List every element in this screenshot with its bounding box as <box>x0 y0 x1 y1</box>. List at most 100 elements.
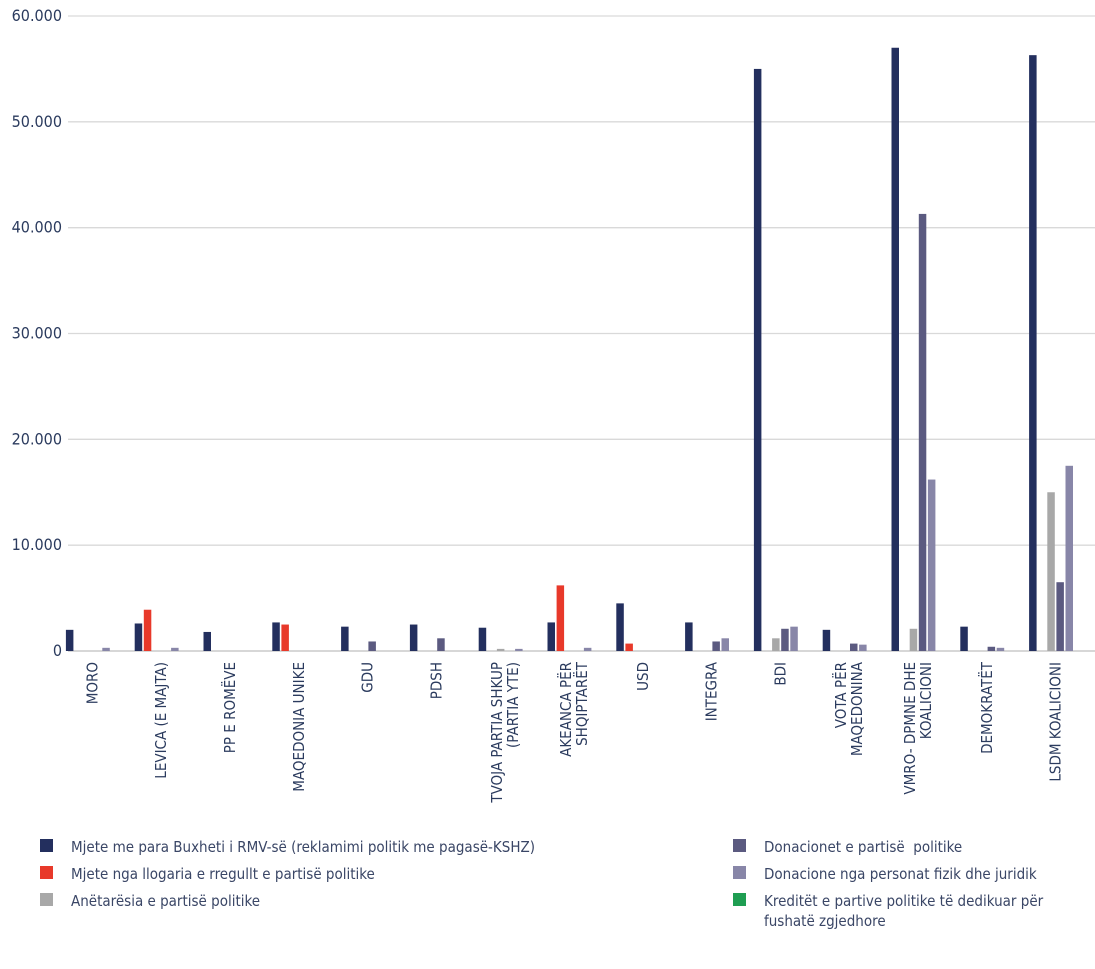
legend-item: Mjete nga llogaria e rregullt e partisë … <box>40 864 375 884</box>
legend-item: Donacionet e partisë politike <box>733 837 962 857</box>
bar <box>203 631 211 651</box>
y-tick-label: 0 <box>53 641 62 660</box>
legend-item: Mjete me para Buxheti i RMV-së (reklamim… <box>40 837 535 857</box>
legend-label: Mjete nga llogaria e rregullt e partisë … <box>71 865 375 883</box>
bar <box>102 647 110 651</box>
bar <box>987 646 996 651</box>
legend-swatch <box>40 866 53 879</box>
legend-swatch <box>733 893 746 906</box>
bar <box>134 623 143 651</box>
legend-label: Mjete me para Buxheti i RMV-së (reklamim… <box>71 838 535 856</box>
x-tick-label-line: TVOJA PARTIA SHKUP <box>488 662 506 804</box>
x-tick-label-line: KOALICIONI <box>917 662 935 739</box>
x-tick-label: LEVICA (E MAJTA) <box>152 662 170 779</box>
x-axis: MORO LEVICA (E MAJTA) PP E ROMËVE MAQEDONIA… <box>83 661 1064 803</box>
x-tick-label-line: AKEANCA PËR <box>556 662 575 757</box>
bar <box>1065 465 1073 651</box>
bar <box>721 638 729 651</box>
bar <box>547 622 555 651</box>
bar <box>850 643 858 651</box>
bar <box>909 628 918 651</box>
bar <box>143 609 152 651</box>
x-tick-label-line: MORO <box>83 662 101 704</box>
bar <box>772 638 780 651</box>
x-tick-label-line: GDU <box>359 662 377 693</box>
bar <box>960 626 968 651</box>
bar <box>616 603 624 651</box>
x-tick-label-line: VMRO- DPMNE DHE <box>901 662 919 795</box>
x-tick-label: MAQEDONIA UNIKE <box>290 662 308 792</box>
x-tick-label: LSDM KOALICIONI <box>1047 662 1065 782</box>
legend-label: Anëtarësia e partisë politike <box>71 892 261 910</box>
x-tick-label-line: SHQIPTARËT <box>572 661 591 746</box>
x-tick-label-line: BDI <box>771 662 789 686</box>
y-tick-label: 20.000 <box>12 429 62 448</box>
x-tick-label-line: INTEGRA <box>703 661 721 721</box>
bar <box>281 624 289 651</box>
x-tick-label-line: USD <box>634 662 652 691</box>
bar <box>859 644 867 651</box>
x-tick-label: DEMOKRATËT <box>977 661 996 754</box>
legend-label: Donacionet e partisë politike <box>764 838 963 856</box>
bar <box>341 626 349 651</box>
bar <box>781 628 789 651</box>
y-tick-label: 10.000 <box>12 535 62 554</box>
bar <box>1029 55 1037 652</box>
y-tick-label: 40.000 <box>12 218 62 237</box>
x-tick-label: GDU <box>359 662 377 693</box>
bar <box>790 626 798 651</box>
bar <box>478 627 487 651</box>
x-tick-label: BDI <box>771 662 789 686</box>
x-tick-label-line: (PARTIA YTE) <box>504 662 522 748</box>
x-tick-label-line: PDSH <box>427 662 445 699</box>
x-tick-label-line: MAQEDONIA UNIKE <box>290 662 308 792</box>
bar <box>625 643 633 651</box>
bar <box>712 641 720 651</box>
x-tick-label: PP E ROMËVE <box>220 662 239 753</box>
bar <box>583 647 592 651</box>
legend-swatch <box>733 866 746 879</box>
bar <box>437 638 445 651</box>
x-tick-label-line: DEMOKRATËT <box>977 661 996 754</box>
legend-label: Kreditët e partive politike të dedikuar … <box>764 892 1044 930</box>
legend-label: Donacione nga personat fizik dhe juridik <box>764 865 1037 883</box>
x-tick-label: MORO <box>83 662 101 704</box>
legend-item: Anëtarësia e partisë politike <box>40 891 260 911</box>
x-tick-label-line: PP E ROMËVE <box>220 662 239 753</box>
bar <box>409 624 418 651</box>
x-tick-label-line: MAQEDONINA <box>848 661 866 756</box>
legend-item: Donacione nga personat fizik dhe juridik <box>733 864 1037 884</box>
bar <box>891 47 899 651</box>
y-tick-label: 50.000 <box>12 112 62 131</box>
x-tick-label: PDSH <box>427 662 445 699</box>
x-tick-label-line: LEVICA (E MAJTA) <box>152 662 170 779</box>
legend-swatch <box>733 839 746 852</box>
legend-swatch <box>40 839 53 852</box>
bar <box>927 479 936 651</box>
bar <box>685 622 693 651</box>
grid-lines <box>68 15 1095 652</box>
bar <box>368 641 376 651</box>
x-tick-label-line: LSDM KOALICIONI <box>1047 662 1065 782</box>
bar <box>1056 582 1064 651</box>
bar <box>1047 492 1055 651</box>
x-tick-label: TVOJA PARTIA SHKUP(PARTIA YTE) <box>488 662 522 804</box>
bar <box>996 647 1005 651</box>
bar <box>272 622 280 651</box>
bars <box>65 47 1073 652</box>
bar <box>556 585 565 651</box>
legend-swatch <box>40 893 53 906</box>
x-tick-label: INTEGRA <box>703 661 721 721</box>
bar <box>496 648 505 651</box>
y-tick-label: 60.000 <box>12 6 62 25</box>
bar <box>753 68 762 651</box>
bar <box>918 213 927 652</box>
legend-item: Kreditët e partive politike të dedikuar … <box>733 891 1043 931</box>
x-tick-label-line: VOTA PËR <box>831 662 850 728</box>
x-tick-label: USD <box>634 662 652 691</box>
y-axis: 0 10.000 20.000 30.000 40.000 50.000 60.000 <box>12 6 62 660</box>
